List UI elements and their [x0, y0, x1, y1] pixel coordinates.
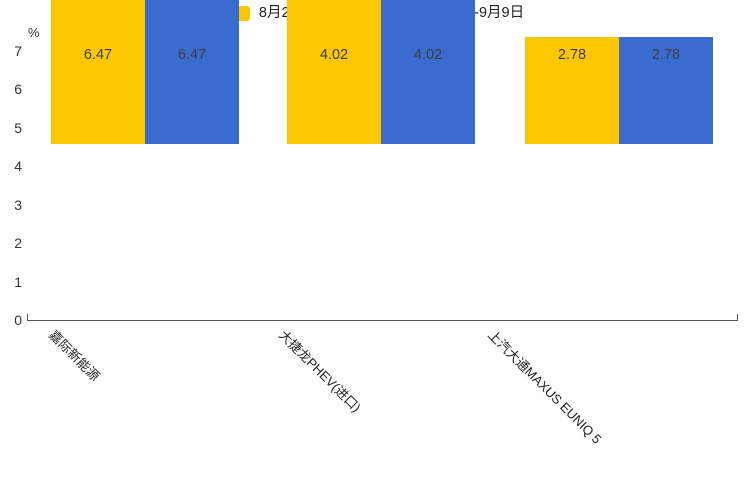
y-axis-tick-5: 5	[14, 120, 22, 136]
x-axis-left-cap	[27, 314, 28, 320]
bar-value-label-0-2: 2.78	[557, 46, 587, 63]
bar-value-label-1-0: 6.47	[177, 46, 207, 63]
y-axis-unit-label: %	[28, 25, 40, 40]
bar-value-label-1-2: 2.78	[651, 46, 681, 63]
bar-value-label-0-0: 6.47	[83, 46, 113, 63]
x-axis-line	[27, 320, 738, 321]
x-axis-category-label-1: 大捷龙PHEV(进口)	[276, 327, 364, 416]
y-axis-tick-4: 4	[14, 158, 22, 174]
bar-group-1-series-0[interactable]: 4.02	[287, 0, 381, 144]
bar-group-0-series-1[interactable]: 6.47	[145, 0, 239, 144]
bar-value-label-1-1: 4.02	[413, 46, 443, 63]
plot-area: 6.47 6.47 4.02 4.02 2.78 2.78	[51, 0, 713, 144]
x-axis-right-cap	[737, 314, 738, 320]
x-axis-category-label-0: 嘉际新能源	[46, 327, 103, 384]
bar-group-1-series-1[interactable]: 4.02	[381, 0, 475, 144]
bar-group-2-series-0[interactable]: 2.78	[525, 36, 619, 144]
x-axis-category-label-2: 上汽大通MAXUS EUNIQ 5	[485, 327, 605, 447]
y-axis-tick-3: 3	[14, 197, 22, 213]
bar-group-0-series-0[interactable]: 6.47	[51, 0, 145, 144]
y-axis-tick-1: 1	[14, 274, 22, 290]
bar-group-2-series-1[interactable]: 2.78	[619, 36, 713, 144]
y-axis-tick-6: 6	[14, 81, 22, 97]
y-axis-tick-0: 0	[14, 312, 22, 328]
bar-value-label-0-1: 4.02	[319, 46, 349, 63]
y-axis-tick-2: 2	[14, 235, 22, 251]
y-axis-tick-7: 7	[14, 43, 22, 59]
